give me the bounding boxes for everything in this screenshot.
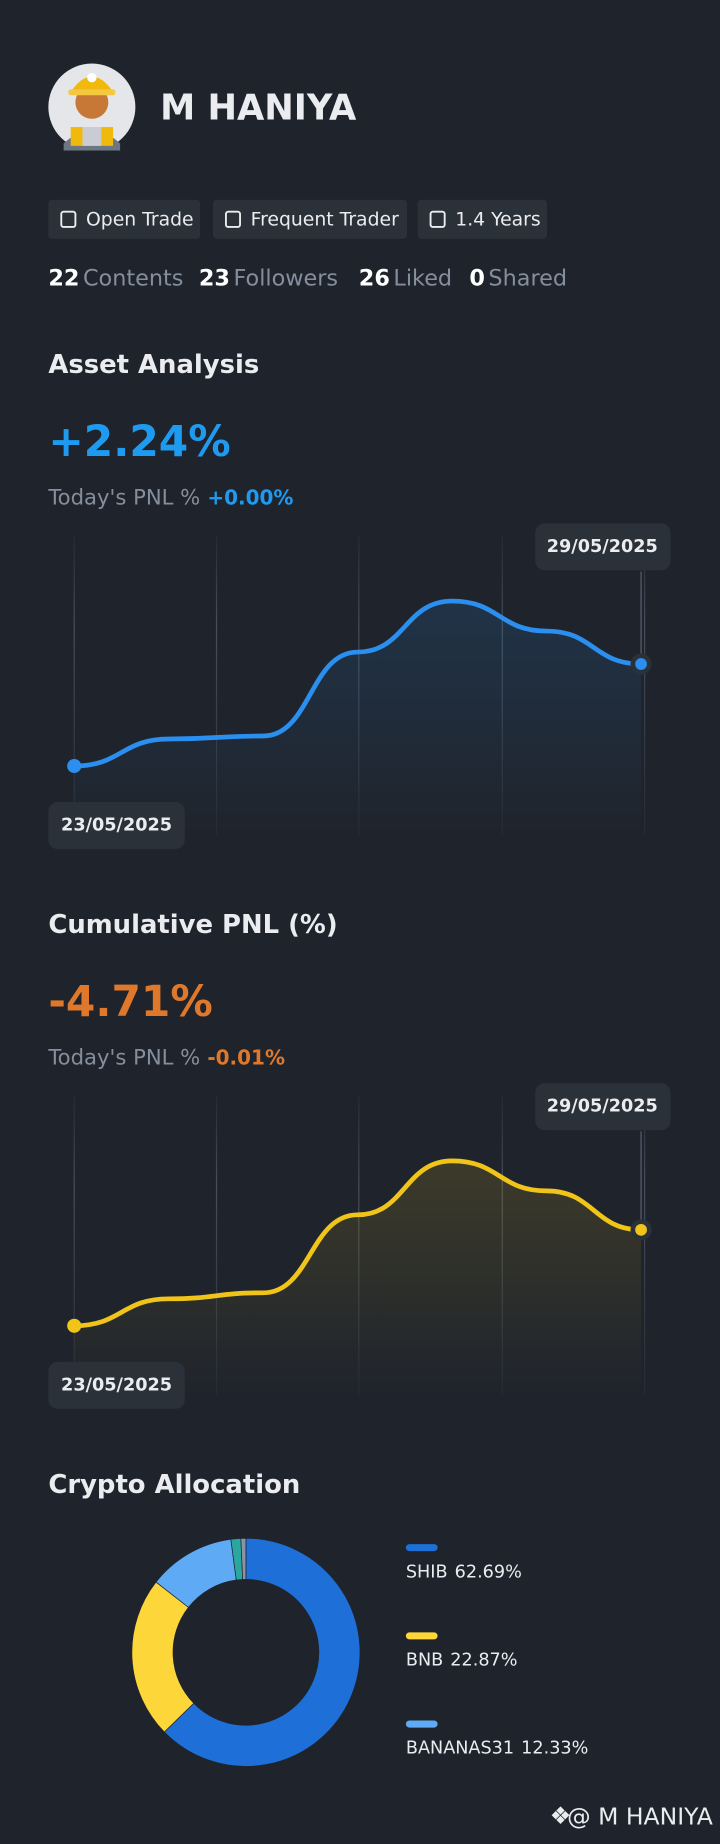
- badge-bg: [417, 199, 547, 239]
- user-name: M HANIYA: [160, 87, 357, 128]
- avatar: [48, 63, 136, 151]
- legend-name: BANANAS31: [406, 1739, 514, 1759]
- grid-line: [73, 1094, 75, 1395]
- end-dot: [635, 658, 647, 670]
- stat-count: 0: [469, 265, 485, 291]
- tooltip-date: 23/05/2025: [61, 816, 172, 836]
- grid-line: [644, 1094, 646, 1395]
- legend-entry: BNB 22.87%: [406, 1651, 518, 1671]
- area: [74, 601, 642, 835]
- summary-line: Today's PNL % -0.01%: [47, 1044, 285, 1069]
- tooltip-date: 29/05/2025: [547, 537, 658, 557]
- badge-label: 1.4 Years: [455, 209, 540, 230]
- summary-change: -0.01%: [207, 1045, 285, 1069]
- summary-line: Today's PNL % +0.00%: [47, 485, 293, 510]
- stat-label: Shared: [488, 265, 567, 291]
- donut-slice: [240, 1537, 247, 1580]
- legend-swatch: [405, 1544, 438, 1552]
- start-point: [67, 1318, 82, 1333]
- stat: 22 Contents: [48, 265, 183, 291]
- stat: 26 Liked: [359, 265, 452, 291]
- badge-label: Open Trade: [86, 209, 194, 230]
- tooltip-bg: [48, 1361, 185, 1409]
- tooltip-date: 23/05/2025: [61, 1375, 172, 1395]
- summary-label: Today's PNL %: [47, 485, 200, 510]
- legend-value: 22.87%: [450, 1651, 517, 1671]
- legend-value: 62.69%: [455, 1562, 522, 1582]
- badge-label: Frequent Trader: [251, 209, 399, 230]
- section-title: Cumulative PNL (%): [48, 910, 337, 940]
- legend-swatch: [405, 1632, 438, 1640]
- summary-label: Today's PNL %: [47, 1044, 200, 1069]
- badge-bg: [212, 199, 408, 239]
- start-point: [67, 758, 82, 774]
- stat-label: Liked: [393, 265, 452, 291]
- legend-value: 12.33%: [521, 1739, 588, 1759]
- footer-handle: @ M HANIYA: [567, 1803, 713, 1831]
- tooltip-date: 29/05/2025: [547, 1097, 658, 1117]
- stat: 23 Followers: [199, 265, 338, 291]
- donut-slice: [163, 1537, 361, 1767]
- stat: 0 Shared: [469, 265, 567, 291]
- stat-count: 26: [359, 265, 390, 291]
- tooltip-bg: [48, 802, 185, 850]
- line: [71, 1158, 644, 1329]
- tooltip-bg: [535, 1083, 671, 1131]
- stat-label: Contents: [83, 265, 183, 291]
- section-title: Asset Analysis: [48, 350, 259, 380]
- grid-line: [215, 1094, 218, 1395]
- area: [74, 1160, 642, 1395]
- legend-entry: SHIB 62.69%: [406, 1562, 522, 1582]
- legend-name: BNB: [406, 1651, 443, 1671]
- badge-bg: [48, 199, 201, 239]
- section-title: Crypto Allocation: [48, 1470, 300, 1500]
- tooltip-bg: [535, 523, 671, 571]
- summary-change: +0.00%: [207, 485, 293, 509]
- badge-icon: [224, 210, 241, 228]
- badge-icon: [429, 210, 446, 228]
- grid-line: [215, 535, 218, 835]
- grid-line: [73, 535, 75, 835]
- badge-icon: [60, 210, 77, 228]
- end-dot: [635, 1223, 647, 1236]
- legend-entry: BANANAS31 12.33%: [406, 1739, 589, 1759]
- stat-count: 22: [48, 265, 79, 291]
- stat-label: Followers: [233, 265, 338, 291]
- grid-line: [644, 535, 646, 835]
- stat-count: 23: [199, 265, 230, 291]
- legend-swatch: [405, 1720, 438, 1728]
- legend-name: SHIB: [406, 1562, 448, 1582]
- summary-value: -4.71%: [48, 977, 212, 1026]
- summary-value: +2.24%: [48, 417, 230, 466]
- line: [71, 598, 644, 769]
